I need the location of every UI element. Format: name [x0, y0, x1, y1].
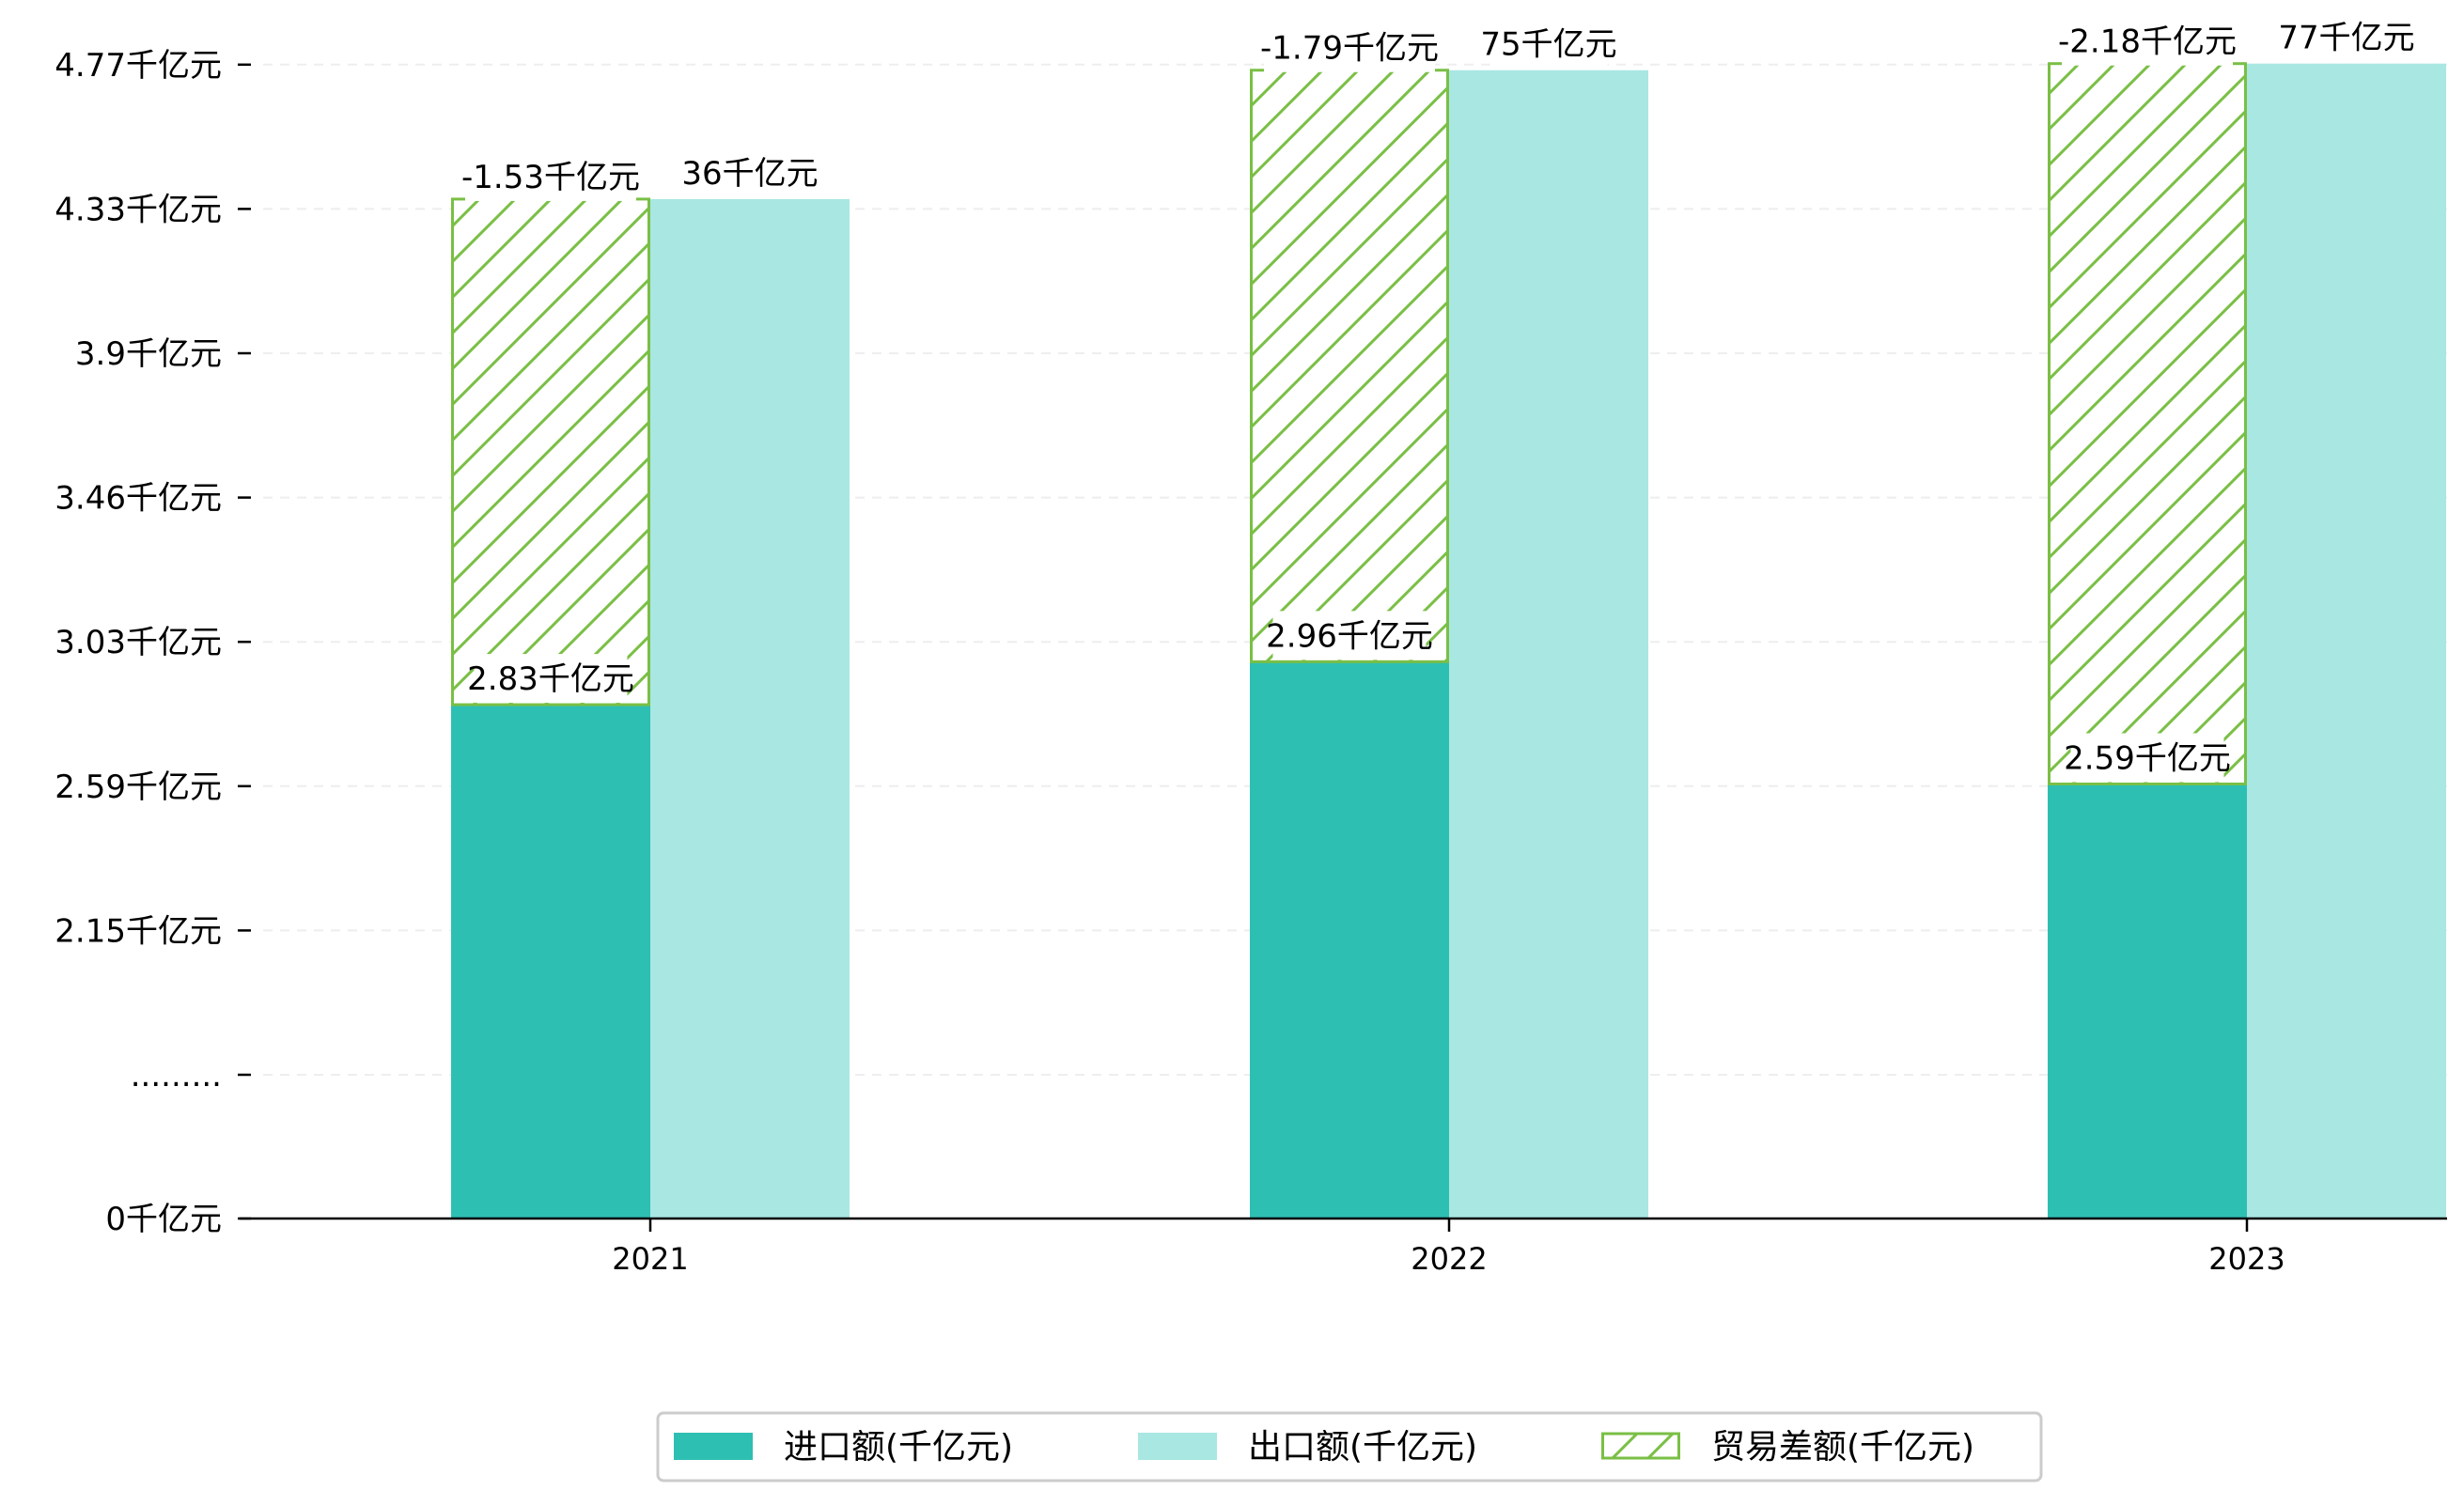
value-label-box	[465, 151, 636, 201]
bar-import	[2048, 784, 2247, 1219]
x-tick-label: 2023	[2208, 1241, 2285, 1277]
value-label-box	[1264, 23, 1435, 72]
bar-export	[1449, 70, 1648, 1219]
value-label: 75千亿元	[1480, 26, 1616, 64]
bar-trade-balance	[2048, 62, 2247, 785]
y-tick-label: 4.77千亿元	[55, 47, 222, 85]
value-label: 77千亿元	[2278, 20, 2414, 57]
bar-export	[650, 198, 850, 1219]
y-tick-label: 3.9千亿元	[75, 335, 222, 373]
value-label: 2.96千亿元	[1266, 617, 1433, 655]
x-tick-label: 2021	[612, 1241, 688, 1277]
legend-label: 进口额(千亿元)	[784, 1428, 1013, 1467]
legend: 进口额(千亿元) 出口额(千亿元) 贸易差额(千亿元)	[656, 1411, 2043, 1483]
x-tick-label: 2022	[1411, 1241, 1487, 1277]
value-label-box	[2070, 733, 2224, 783]
legend-label: 出口额(千亿元)	[1248, 1428, 1477, 1467]
value-label: 2.59千亿元	[2064, 739, 2231, 777]
y-tick-label: 0千亿元	[105, 1201, 222, 1238]
value-label-box	[2287, 12, 2406, 62]
value-labels: 36千亿元 -1.53千亿元 2.83千亿元 75千亿元 -1.79千亿元 2.96千亿元…	[461, 12, 2415, 783]
value-label: 36千亿元	[681, 155, 818, 193]
bar-import	[1250, 661, 1449, 1219]
value-label-box	[2062, 16, 2233, 66]
legend-swatch-trade-balance	[1601, 1432, 1680, 1460]
y-tick-label: 2.15千亿元	[55, 912, 222, 950]
bar-trade-balance	[451, 197, 650, 706]
value-label: -1.53千亿元	[461, 159, 640, 196]
bars	[451, 62, 2446, 1219]
x-axis: 2021 2022 2023	[612, 1219, 2285, 1277]
y-tick-label: 4.33千亿元	[55, 191, 222, 228]
y-tick-label: 3.03千亿元	[55, 624, 222, 661]
legend-swatch	[1138, 1433, 1217, 1460]
value-label: -2.18千亿元	[2058, 23, 2237, 61]
bar-trade-balance	[1250, 69, 1449, 663]
legend-label: 贸易差额(千亿元)	[1711, 1428, 1974, 1467]
value-label-box	[691, 147, 809, 197]
value-label-box	[474, 654, 628, 704]
legend-swatch	[674, 1433, 753, 1460]
y-axis: 0千亿元......... 2.15千亿元 2.59千亿元 3.03千亿元 3.46千亿…	[55, 47, 251, 1238]
bar-export	[2247, 63, 2446, 1219]
y-tick-label: 2.59千亿元	[55, 769, 222, 806]
y-tick-label: .........	[131, 1057, 222, 1095]
value-label-box	[1272, 611, 1427, 660]
value-label-box	[1489, 19, 1608, 69]
y-tick-label: 3.46千亿元	[55, 480, 222, 518]
value-label: -1.79千亿元	[1260, 30, 1439, 68]
legend-box	[656, 1411, 2043, 1483]
bar-import	[451, 705, 650, 1219]
value-label: 2.83千亿元	[467, 660, 634, 698]
